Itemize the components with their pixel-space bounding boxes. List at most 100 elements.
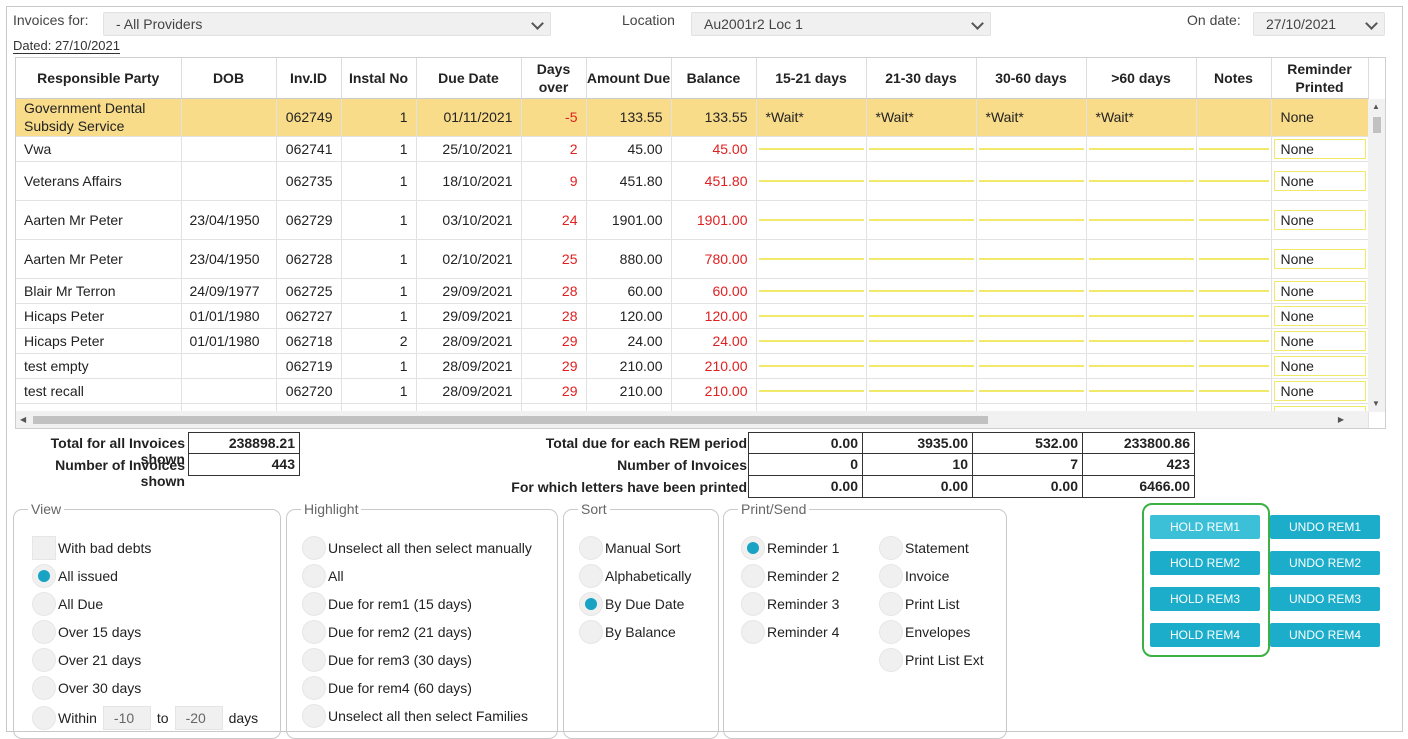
output-option[interactable]: Statement: [879, 535, 969, 561]
view-option[interactable]: All Due: [32, 591, 103, 617]
table-row[interactable]: Aarten Mr Peter 23/04/1950 062728 1 02/10/20…: [16, 239, 1369, 279]
reminder-printed-value[interactable]: None: [1273, 330, 1366, 351]
column-header[interactable]: Instal No: [341, 58, 417, 99]
horizontal-scroll-thumb[interactable]: [33, 416, 988, 424]
reminder-period-input[interactable]: [1088, 364, 1194, 367]
reminder-period-input[interactable]: *Wait*: [978, 107, 1084, 127]
horizontal-scrollbar[interactable]: ◀ ▶: [16, 411, 1368, 428]
reminder-period-input[interactable]: [978, 218, 1084, 221]
highlight-option[interactable]: Due for rem3 (30 days): [302, 647, 472, 673]
reminder-period-input[interactable]: [1088, 339, 1194, 342]
column-header[interactable]: Inv.ID: [276, 58, 342, 99]
view-option[interactable]: Over 30 days: [32, 675, 141, 701]
location-select[interactable]: Au2001r2 Loc 1: [691, 12, 991, 36]
output-option[interactable]: Print List: [879, 591, 959, 617]
hold-rem-button[interactable]: HOLD REM3: [1150, 587, 1260, 611]
table-row[interactable]: Vwa 062741 1 25/10/2021 2 45.00 45.00 None: [16, 136, 1369, 162]
hold-rem-button[interactable]: HOLD REM2: [1150, 551, 1260, 575]
reminder-period-input[interactable]: [868, 339, 974, 342]
on-date-select[interactable]: 27/10/2021: [1253, 12, 1385, 36]
hold-rem-button[interactable]: HOLD REM1: [1150, 515, 1260, 539]
column-header[interactable]: DOB: [181, 58, 277, 99]
column-header[interactable]: Days over: [521, 58, 587, 99]
table-row[interactable]: Aarten Mr Peter 23/04/1950 062729 1 03/10/20…: [16, 200, 1369, 240]
reminder-period-input[interactable]: [1088, 257, 1194, 260]
view-option-within[interactable]: Within -10 to -20 days: [32, 705, 258, 731]
reminder-period-input[interactable]: [868, 147, 974, 150]
reminder-period-input[interactable]: [978, 179, 1084, 182]
undo-rem-button[interactable]: UNDO REM3: [1270, 587, 1380, 611]
reminder-period-input[interactable]: [868, 218, 974, 221]
reminder-period-input[interactable]: [978, 257, 1084, 260]
reminder-printed-value[interactable]: None: [1273, 248, 1366, 269]
highlight-option[interactable]: Due for rem4 (60 days): [302, 675, 472, 701]
view-option[interactable]: Over 15 days: [32, 619, 141, 645]
reminder-period-input[interactable]: *Wait*: [868, 107, 974, 127]
reminder-period-input[interactable]: [758, 218, 864, 221]
scroll-down-icon[interactable]: ▼: [1372, 399, 1380, 408]
hold-rem-button[interactable]: HOLD REM4: [1150, 623, 1260, 647]
reminder-period-input[interactable]: [978, 314, 1084, 317]
reminder-printed-value[interactable]: None: [1273, 209, 1366, 230]
highlight-option[interactable]: Unselect all then select Families: [302, 703, 528, 729]
reminder-option[interactable]: Reminder 3: [741, 591, 839, 617]
reminder-period-input[interactable]: [758, 179, 864, 182]
table-row[interactable]: test recall 062720 1 28/09/2021 29 210.00 210.…: [16, 378, 1369, 404]
column-header[interactable]: Balance: [671, 58, 757, 99]
reminder-period-input[interactable]: [868, 179, 974, 182]
reminder-printed-value[interactable]: None: [1273, 107, 1366, 127]
reminder-period-input[interactable]: *Wait*: [1088, 107, 1194, 127]
table-row[interactable]: Government Dental Subsidy Service 062749 1…: [16, 98, 1369, 137]
reminder-period-input[interactable]: [868, 364, 974, 367]
highlight-option[interactable]: Due for rem2 (21 days): [302, 619, 472, 645]
table-row[interactable]: Blair Mr Terron 24/09/1977 062725 1 29/09/20…: [16, 278, 1369, 304]
notes-input[interactable]: [1198, 257, 1269, 260]
sort-option[interactable]: Alphabetically: [579, 563, 691, 589]
column-header[interactable]: Amount Due: [586, 58, 672, 99]
vertical-scrollbar[interactable]: ▲ ▼: [1368, 99, 1385, 412]
column-header[interactable]: 21-30 days: [866, 58, 977, 99]
reminder-period-input[interactable]: [868, 289, 974, 292]
bad-debts-checkbox[interactable]: With bad debts: [32, 535, 151, 561]
reminder-period-input[interactable]: [978, 364, 1084, 367]
undo-rem-button[interactable]: UNDO REM2: [1270, 551, 1380, 575]
reminder-printed-value[interactable]: None: [1273, 170, 1366, 191]
table-row[interactable]: Hicaps Peter 01/01/1980 062718 2 28/09/2021 2…: [16, 328, 1369, 354]
reminder-period-input[interactable]: *Wait*: [758, 107, 864, 127]
reminder-option[interactable]: Reminder 4: [741, 619, 839, 645]
reminder-period-input[interactable]: [758, 147, 864, 150]
scroll-left-icon[interactable]: ◀: [20, 415, 27, 424]
notes-input[interactable]: [1198, 389, 1269, 392]
reminder-printed-value[interactable]: None: [1273, 305, 1366, 326]
notes-input[interactable]: [1198, 364, 1269, 367]
reminder-printed-value[interactable]: None: [1273, 380, 1366, 401]
reminder-printed-value[interactable]: None: [1273, 138, 1366, 159]
table-row[interactable]: Veterans Affairs 062735 1 18/10/2021 9 451.80…: [16, 161, 1369, 201]
reminder-period-input[interactable]: [978, 289, 1084, 292]
within-from-input[interactable]: -10: [102, 706, 151, 730]
column-header[interactable]: Notes: [1196, 58, 1272, 99]
notes-input[interactable]: [1198, 179, 1269, 182]
column-header[interactable]: Responsible Party: [16, 58, 182, 99]
column-header[interactable]: Due Date: [416, 58, 522, 99]
scroll-right-icon[interactable]: ▶: [1337, 415, 1344, 424]
table-row[interactable]: Hicaps Peter 01/01/1980 062727 1 29/09/2021 2…: [16, 303, 1369, 329]
notes-input[interactable]: [1198, 339, 1269, 342]
reminder-period-input[interactable]: [1088, 218, 1194, 221]
sort-option[interactable]: By Balance: [579, 619, 676, 645]
reminder-period-input[interactable]: [978, 147, 1084, 150]
highlight-option[interactable]: Due for rem1 (15 days): [302, 591, 472, 617]
reminder-period-input[interactable]: [758, 289, 864, 292]
reminder-period-input[interactable]: [758, 339, 864, 342]
undo-rem-button[interactable]: UNDO REM1: [1270, 515, 1380, 539]
highlight-option[interactable]: Unselect all then select manually: [302, 535, 532, 561]
within-to-input[interactable]: -20: [174, 706, 223, 730]
reminder-period-input[interactable]: [758, 257, 864, 260]
reminder-option[interactable]: Reminder 2: [741, 563, 839, 589]
output-option[interactable]: Invoice: [879, 563, 949, 589]
reminder-option[interactable]: Reminder 1: [741, 535, 839, 561]
notes-input[interactable]: [1198, 289, 1269, 292]
view-option[interactable]: Over 21 days: [32, 647, 141, 673]
column-header[interactable]: 15-21 days: [756, 58, 867, 99]
reminder-period-input[interactable]: [868, 314, 974, 317]
